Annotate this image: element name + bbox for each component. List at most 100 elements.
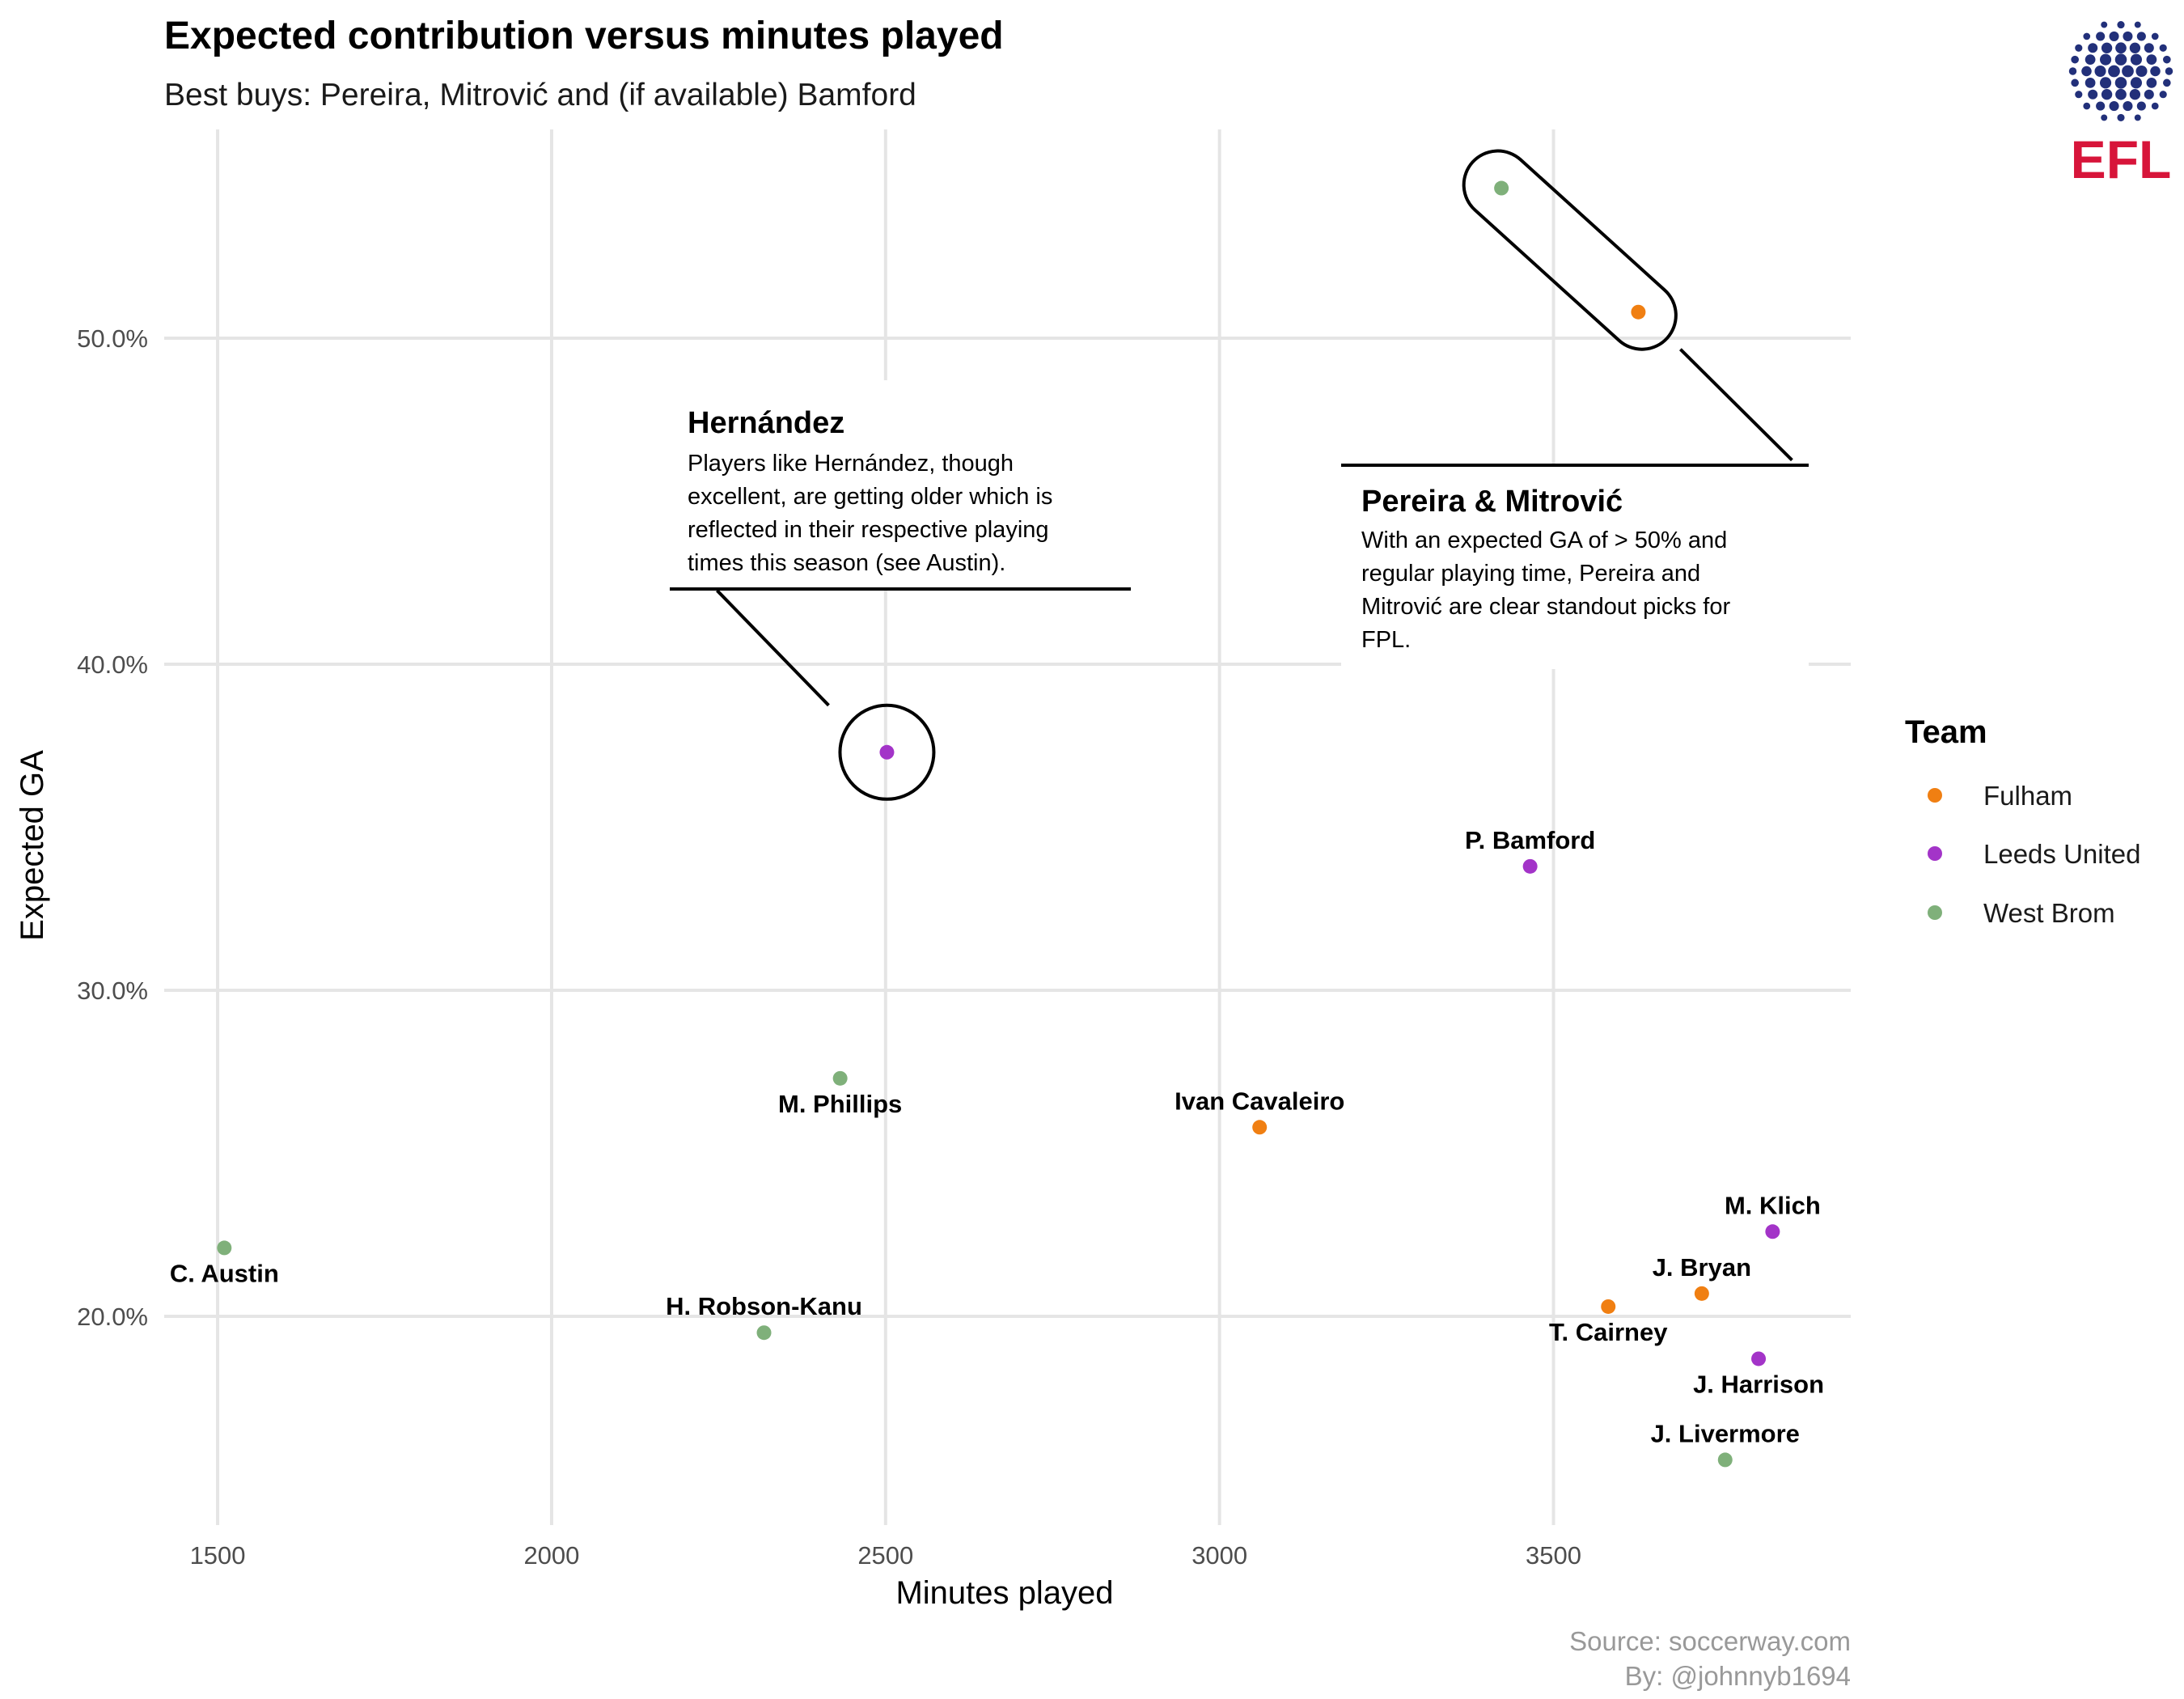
axis-ticks: 1500 2000 2500 3000 3500 20.0% 30.0% 40.0% 50.0% xyxy=(77,324,1581,1570)
efl-ball-dot xyxy=(2085,77,2096,88)
caption-author: By: @johnnyb1694 xyxy=(1625,1661,1851,1691)
efl-ball-dot xyxy=(2150,66,2161,77)
x-tick-label: 3000 xyxy=(1191,1541,1247,1570)
efl-ball-dot xyxy=(2159,91,2167,99)
efl-ball-dot xyxy=(2151,32,2159,40)
efl-ball-dot xyxy=(2068,67,2077,75)
point-label-p-bamford: P. Bamford xyxy=(1465,826,1595,854)
point-label-j-harrison: J. Harrison xyxy=(1693,1370,1824,1398)
efl-logo-text: EFL xyxy=(2071,129,2172,189)
pereira-mitrovic-note-background xyxy=(1341,465,1809,669)
hernandez-note-line: excellent, are getting older which is xyxy=(688,484,1052,510)
point-label-c-austin: C. Austin xyxy=(170,1259,279,1287)
efl-logo: EFL xyxy=(2068,20,2173,189)
efl-ball-dot xyxy=(2136,32,2146,41)
y-tick-label: 30.0% xyxy=(77,977,148,1005)
efl-ball-dot xyxy=(2135,65,2148,78)
pereira-mitrovic-note-line: FPL. xyxy=(1361,627,1411,653)
efl-ball-dot xyxy=(2146,77,2157,88)
x-tick-label: 2500 xyxy=(857,1541,913,1570)
efl-ball-dot xyxy=(2122,65,2134,78)
data-point-m-phillips xyxy=(832,1070,848,1086)
efl-ball-dot xyxy=(2109,31,2119,41)
efl-ball-dot xyxy=(2114,77,2127,89)
pereira-mitrovic-note-line: regular playing time, Pereira and xyxy=(1361,561,1700,587)
legend-label-west-brom: West Brom xyxy=(1983,898,2115,928)
efl-ball-dot xyxy=(2134,114,2141,121)
x-axis-title: Minutes played xyxy=(895,1575,1113,1611)
efl-ball-dot xyxy=(2129,42,2141,53)
pereira-mitrovic-highlight xyxy=(1462,149,1678,351)
hernandez-highlight-circle xyxy=(838,703,936,801)
efl-ball-dot xyxy=(2109,101,2119,112)
efl-ball-dot xyxy=(2071,78,2079,87)
point-label-j-livermore: J. Livermore xyxy=(1651,1419,1800,1447)
efl-ball-dot xyxy=(2071,55,2079,64)
hernandez-note-line: reflected in their respective playing xyxy=(688,517,1049,543)
hernandez-note-title: Hernández xyxy=(688,406,844,440)
y-tick-label: 50.0% xyxy=(77,324,148,353)
legend-marker-west-brom xyxy=(1928,905,1942,920)
data-point-leeds-united xyxy=(879,744,895,760)
grid-lines xyxy=(164,129,1851,1525)
chart-subtitle: Best buys: Pereira, Mitrović and (if ava… xyxy=(164,78,916,112)
efl-ball-dot xyxy=(2088,89,2098,100)
efl-ball-dot xyxy=(2163,55,2171,64)
data-point-m-klich xyxy=(1765,1224,1780,1239)
hernandez-note-line: times this season (see Austin). xyxy=(688,550,1005,576)
point-label-t-cairney: T. Cairney xyxy=(1549,1318,1668,1346)
efl-ball-dot xyxy=(2088,43,2098,53)
data-point-j-bryan xyxy=(1694,1286,1709,1301)
legend: Team Fulham Leeds United West Brom xyxy=(1905,714,2140,928)
efl-ball-dot xyxy=(2081,66,2092,77)
efl-ball-dot xyxy=(2094,65,2106,78)
efl-ball-dot xyxy=(2117,20,2125,29)
efl-ball-dot xyxy=(2099,77,2112,89)
legend-marker-leeds-united xyxy=(1928,846,1942,861)
point-label-m-klich: M. Klich xyxy=(1725,1191,1821,1219)
hernandez-note-background xyxy=(670,380,1131,589)
point-label-j-bryan: J. Bryan xyxy=(1653,1253,1751,1282)
efl-ball-dot xyxy=(2101,114,2108,121)
y-tick-label: 40.0% xyxy=(77,650,148,679)
point-label-m-phillips: M. Phillips xyxy=(778,1090,902,1118)
efl-ball-dot xyxy=(2096,101,2106,111)
efl-ball-dot xyxy=(2144,89,2154,100)
efl-ball-dot xyxy=(2096,32,2106,41)
hernandez-note-line: Players like Hernández, though xyxy=(688,451,1014,477)
point-label-ivan-cavaleiro: Ivan Cavaleiro xyxy=(1175,1087,1344,1115)
efl-ball-dot xyxy=(2085,54,2096,66)
legend-label-fulham: Fulham xyxy=(1983,781,2072,811)
pereira-mitrovic-connector xyxy=(1679,348,1793,462)
efl-ball-dot xyxy=(2123,31,2133,41)
efl-ball-dot xyxy=(2099,53,2112,66)
caption-source: Source: soccerway.com xyxy=(1569,1626,1851,1656)
efl-ball-dot xyxy=(2075,91,2083,99)
efl-ball-dot xyxy=(2083,102,2091,110)
y-tick-label: 20.0% xyxy=(77,1303,148,1331)
data-point-j-harrison xyxy=(1751,1351,1767,1366)
pereira-mitrovic-note-title: Pereira & Mitrović xyxy=(1361,485,1623,519)
efl-ball-dot xyxy=(2075,44,2083,52)
data-point-t-cairney xyxy=(1601,1299,1616,1314)
efl-ball-icon xyxy=(2068,20,2173,122)
efl-ball-dot xyxy=(2115,42,2127,54)
efl-ball-dot xyxy=(2136,101,2146,111)
pereira-mitrovic-note-line: With an expected GA of > 50% and xyxy=(1361,527,1727,553)
annotations: Hernández Players like Hernández, though e… xyxy=(670,149,1809,801)
data-point-c-austin xyxy=(217,1240,232,1256)
x-tick-label: 1500 xyxy=(190,1541,246,1570)
efl-ball-dot xyxy=(2163,78,2171,87)
point-labels: C. Austin H. Robson-Kanu M. Phillips Ivan C… xyxy=(170,826,1824,1448)
data-point-west-brom xyxy=(1494,180,1509,196)
efl-ball-dot xyxy=(2101,42,2113,53)
chart-title: Expected contribution versus minutes pla… xyxy=(164,15,1004,57)
legend-title: Team xyxy=(1905,714,1987,750)
efl-ball-dot xyxy=(2101,21,2108,28)
legend-label-leeds-united: Leeds United xyxy=(1983,839,2140,869)
data-point-p-bamford xyxy=(1522,858,1538,874)
data-point-fulham xyxy=(1631,304,1646,320)
efl-ball-dot xyxy=(2115,88,2127,100)
legend-marker-fulham xyxy=(1928,788,1942,803)
efl-ball-dot xyxy=(2130,53,2143,66)
